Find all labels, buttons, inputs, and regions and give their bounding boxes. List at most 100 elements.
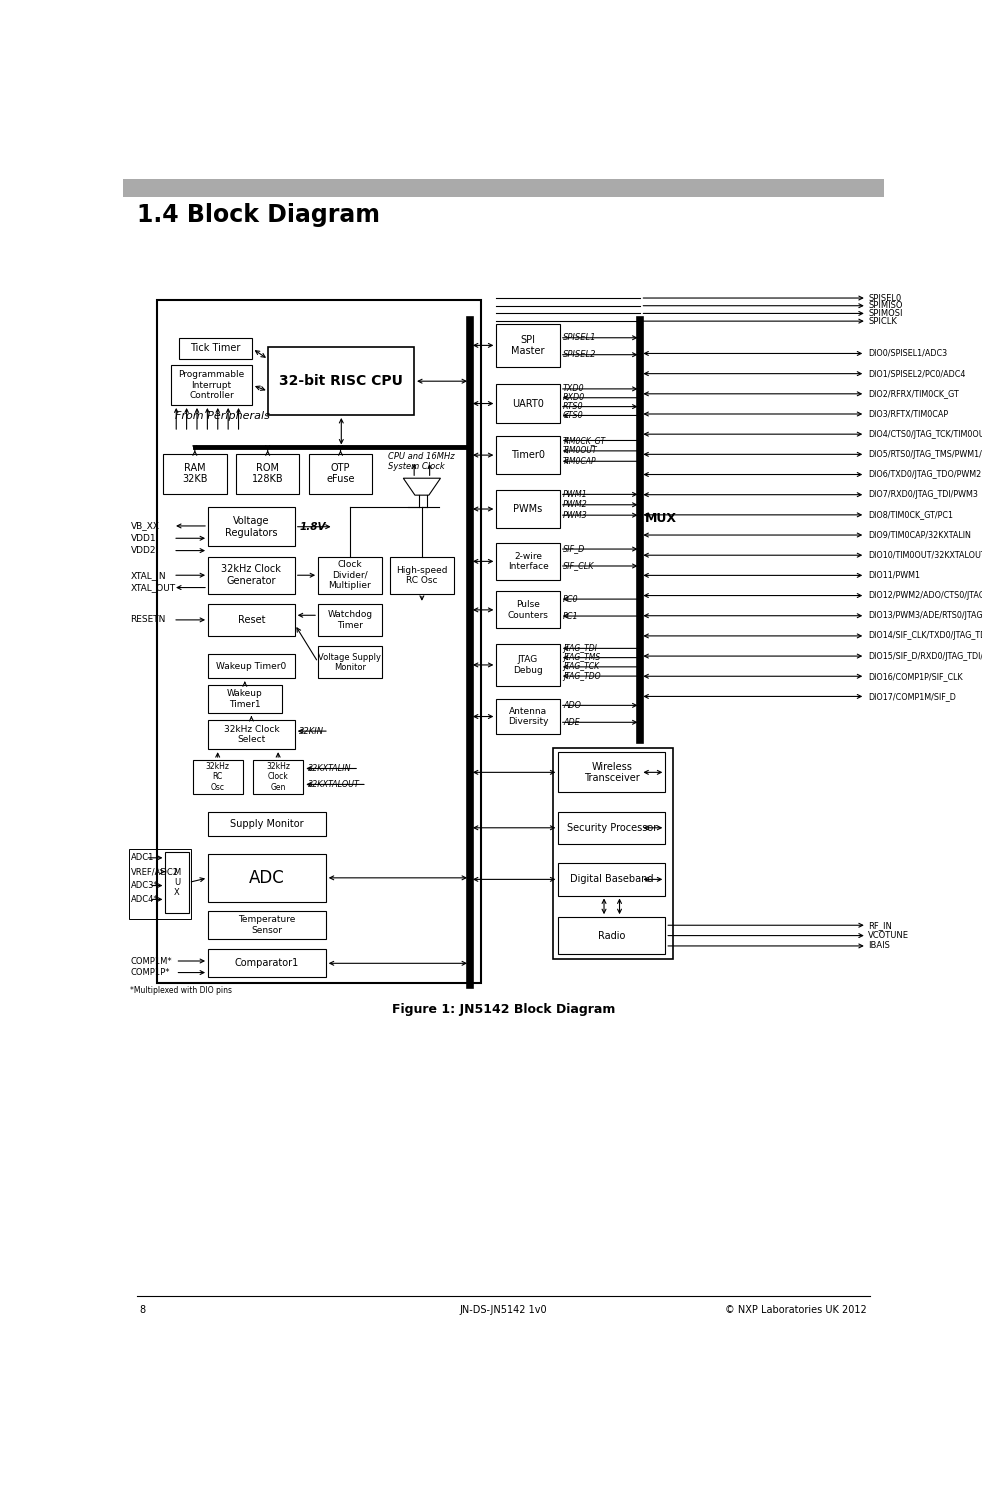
FancyBboxPatch shape [208,721,295,749]
Text: JTAG_TDO: JTAG_TDO [563,672,601,680]
Text: Antenna
Diversity: Antenna Diversity [508,707,548,727]
FancyBboxPatch shape [390,557,454,594]
Polygon shape [404,478,441,496]
Text: DIO17/COMP1M/SIF_D: DIO17/COMP1M/SIF_D [868,692,956,701]
FancyBboxPatch shape [253,759,303,794]
Text: VREF/ADC2: VREF/ADC2 [131,867,179,876]
Text: ADE: ADE [563,718,579,727]
FancyBboxPatch shape [318,603,382,636]
Text: DIO16/COMP1P/SIF_CLK: DIO16/COMP1P/SIF_CLK [868,672,963,680]
Text: UART0: UART0 [513,399,544,408]
FancyBboxPatch shape [171,365,252,405]
Text: DIO7/RXD0/JTAG_TDI/PWM3: DIO7/RXD0/JTAG_TDI/PWM3 [868,490,978,499]
Text: SPIMISO: SPIMISO [868,301,902,310]
Text: VDD2: VDD2 [131,546,156,555]
Text: JN-DS-JN5142 1v0: JN-DS-JN5142 1v0 [460,1304,547,1315]
Text: TIM0CAP: TIM0CAP [563,457,597,466]
Text: ADC4*: ADC4* [131,895,158,904]
Text: 32kHz Clock
Generator: 32kHz Clock Generator [222,564,281,587]
Text: DIO15/SIF_D/RXD0/JTAG_TDI/SPISEL2: DIO15/SIF_D/RXD0/JTAG_TDI/SPISEL2 [868,652,982,661]
Text: DIO9/TIM0CAP/32KXTALIN: DIO9/TIM0CAP/32KXTALIN [868,530,971,539]
FancyBboxPatch shape [192,759,243,794]
Text: DIO13/PWM3/ADE/RTS0/JTAG_TMS: DIO13/PWM3/ADE/RTS0/JTAG_TMS [868,610,982,621]
Text: ROM
128KB: ROM 128KB [251,463,284,484]
Text: High-speed
RC Osc: High-speed RC Osc [396,566,448,585]
Text: Clock
Divider/
Multiplier: Clock Divider/ Multiplier [328,560,371,590]
Text: DIO12/PWM2/ADO/CTS0/JTAG_TCK: DIO12/PWM2/ADO/CTS0/JTAG_TCK [868,591,982,600]
FancyBboxPatch shape [496,384,560,423]
Text: *Multiplexed with DIO pins: *Multiplexed with DIO pins [131,986,233,995]
Text: Radio: Radio [598,931,626,941]
Text: Voltage
Regulators: Voltage Regulators [225,515,278,538]
FancyBboxPatch shape [163,454,227,494]
Text: VB_XX: VB_XX [131,521,159,530]
FancyBboxPatch shape [165,852,189,913]
Text: Figure 1: JN5142 Block Diagram: Figure 1: JN5142 Block Diagram [392,1004,615,1015]
FancyBboxPatch shape [496,490,560,529]
Text: Wireless
Transceiver: Wireless Transceiver [584,761,639,783]
Text: Supply Monitor: Supply Monitor [230,819,303,829]
Text: XTAL_IN: XTAL_IN [131,570,166,579]
Text: DIO14/SIF_CLK/TXD0/JTAG_TD0/SPISEL1: DIO14/SIF_CLK/TXD0/JTAG_TD0/SPISEL1 [868,631,982,640]
Text: 32kHz
Clock
Gen: 32kHz Clock Gen [266,762,290,792]
FancyBboxPatch shape [559,917,665,954]
FancyBboxPatch shape [208,855,326,902]
FancyBboxPatch shape [496,543,560,579]
Text: DIO2/RFRX/TIM0CK_GT: DIO2/RFRX/TIM0CK_GT [868,389,959,399]
Text: Timer0: Timer0 [511,450,545,460]
FancyBboxPatch shape [496,325,560,366]
Text: ADC1: ADC1 [131,853,154,862]
Text: IBAIS: IBAIS [868,941,890,950]
Text: SPIMOSI: SPIMOSI [868,308,902,319]
Text: DIO1/SPISEL2/PC0/ADC4: DIO1/SPISEL2/PC0/ADC4 [868,369,965,378]
Text: SPISEL0: SPISEL0 [868,293,901,302]
Text: DIO3/RFTX/TIM0CAP: DIO3/RFTX/TIM0CAP [868,409,949,418]
FancyBboxPatch shape [208,950,326,977]
FancyBboxPatch shape [208,508,295,546]
Text: RTS0: RTS0 [563,402,583,411]
FancyBboxPatch shape [208,557,295,594]
Text: DIO10/TIM0OUT/32KXTALOUT: DIO10/TIM0OUT/32KXTALOUT [868,551,982,560]
Text: M
U
X: M U X [174,868,181,898]
FancyBboxPatch shape [208,685,282,713]
Text: Security Processor: Security Processor [567,823,657,832]
Text: 2-wire
Interface: 2-wire Interface [508,551,549,572]
Text: 1.4 Block Diagram: 1.4 Block Diagram [136,203,380,226]
Text: ADO: ADO [563,701,580,710]
FancyBboxPatch shape [559,812,665,844]
Text: TIM0OUT: TIM0OUT [563,447,598,456]
Text: SPISEL2: SPISEL2 [563,350,596,359]
Text: Programmable
Interrupt
Controller: Programmable Interrupt Controller [179,371,245,401]
Text: Wakeup Timer0: Wakeup Timer0 [216,661,287,670]
Text: 8: 8 [139,1304,146,1315]
Text: Digital Baseband: Digital Baseband [570,874,654,884]
Text: JTAG_TMS: JTAG_TMS [563,654,600,663]
FancyBboxPatch shape [496,591,560,628]
Text: ADC3*: ADC3* [131,881,158,890]
Text: Voltage Supply
Monitor: Voltage Supply Monitor [318,652,381,672]
Text: TXD0: TXD0 [563,384,584,393]
Text: DIO8/TIM0CK_GT/PC1: DIO8/TIM0CK_GT/PC1 [868,511,954,520]
Text: ADC: ADC [249,870,285,887]
Text: SIF_CLK: SIF_CLK [563,561,594,570]
FancyBboxPatch shape [208,911,326,938]
Text: DIO0/SPISEL1/ADC3: DIO0/SPISEL1/ADC3 [868,348,948,357]
Text: SPISEL1: SPISEL1 [563,334,596,342]
Text: DIO4/CTS0/JTAG_TCK/TIM0OUT: DIO4/CTS0/JTAG_TCK/TIM0OUT [868,430,982,439]
Text: 32KXTALOUT: 32KXTALOUT [308,780,359,789]
FancyBboxPatch shape [559,752,665,792]
FancyBboxPatch shape [496,700,560,734]
Text: PWM1: PWM1 [563,490,587,499]
Text: Watchdog
Timer: Watchdog Timer [327,610,372,630]
Text: CTS0: CTS0 [563,411,583,420]
Text: MUX: MUX [645,512,678,524]
FancyBboxPatch shape [268,347,414,415]
Text: JTAG_TCK: JTAG_TCK [563,663,599,672]
Text: VCOTUNE: VCOTUNE [868,931,909,940]
Text: Comparator1: Comparator1 [235,959,300,968]
FancyBboxPatch shape [208,654,295,679]
Text: 32-bit RISC CPU: 32-bit RISC CPU [279,374,404,389]
Text: RF_IN: RF_IN [868,920,893,929]
FancyBboxPatch shape [179,338,252,359]
FancyBboxPatch shape [496,436,560,475]
